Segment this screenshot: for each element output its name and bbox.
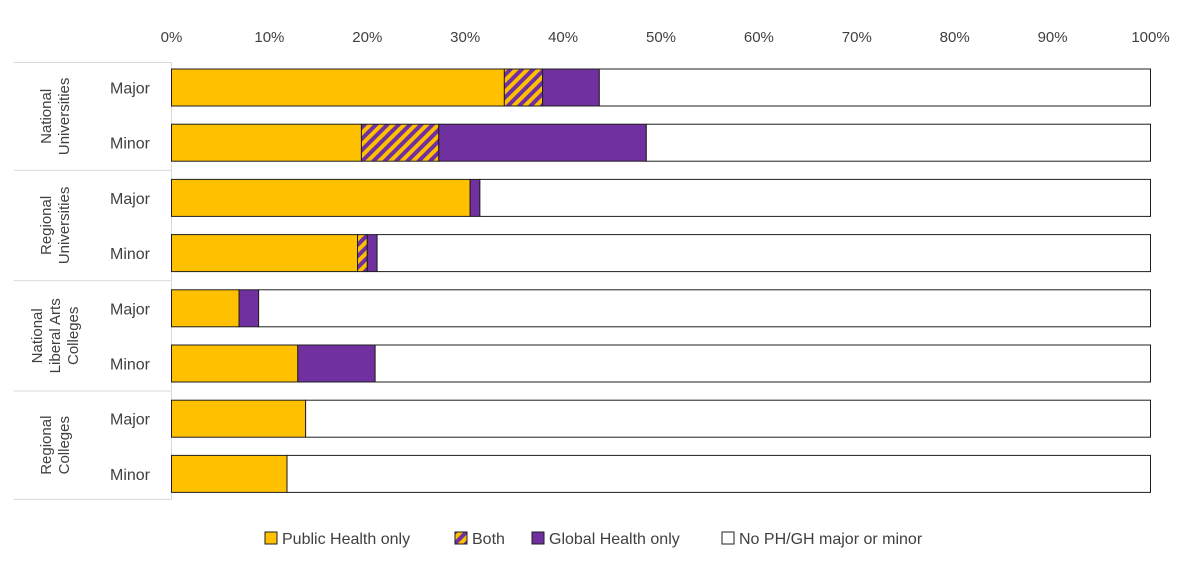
group-label-line: Colleges — [65, 307, 82, 365]
bar-segment — [305, 399, 1151, 438]
bar-segment — [357, 234, 368, 273]
x-tick-label: 10% — [254, 29, 284, 46]
legend-label: Both — [472, 531, 505, 548]
x-tick-label: 40% — [548, 29, 578, 46]
bar-segment — [171, 399, 307, 438]
category-label: Major — [110, 191, 151, 208]
x-tick-label: 0% — [161, 29, 183, 46]
bar-segment — [542, 68, 600, 107]
bar-segment — [469, 178, 481, 217]
group-label-line: National — [38, 89, 55, 144]
x-axis-ticks: 0% 10% 20% 30% 40% 50% 60% 70% 80% 90% 100% — [161, 29, 1170, 46]
bar-segment — [171, 454, 288, 493]
group-axis: NationalUniversitiesRegionalUniversities… — [14, 62, 172, 500]
legend-label: Public Health only — [282, 531, 410, 548]
category-label: Major — [110, 301, 151, 318]
bar-segment — [171, 289, 240, 328]
group-label-line: Regional — [38, 196, 55, 255]
bar-segment — [171, 68, 505, 107]
category-label: Minor — [110, 467, 151, 484]
legend: Public Health only Both Global Health only… — [264, 531, 923, 548]
x-tick-label: 80% — [940, 29, 970, 46]
bar-segment — [258, 289, 1152, 328]
group-label-line: Colleges — [56, 416, 73, 474]
bar-segment — [438, 123, 647, 162]
group-label-line: Universities — [56, 78, 73, 156]
bar-segment — [171, 344, 299, 383]
legend-swatch — [264, 531, 278, 545]
category-label: Major — [110, 81, 151, 98]
bar-segment — [171, 234, 359, 273]
group-label-line: Universities — [56, 187, 73, 265]
legend-swatch — [531, 531, 545, 545]
group-label-line: Regional — [38, 416, 55, 475]
category-label: Major — [110, 412, 151, 429]
bar-segment — [171, 178, 471, 217]
group-label-line: Liberal Arts — [47, 298, 64, 373]
group-label: NationalUniversities — [38, 78, 73, 156]
legend-swatch — [721, 531, 735, 545]
bars: Major Minor Major Minor Major Minor Major Minor — [110, 68, 1152, 493]
group-label-line: National — [29, 308, 46, 363]
bar-segment — [297, 344, 376, 383]
bar-segment — [598, 68, 1151, 107]
bar-segment — [645, 123, 1151, 162]
bar-segment — [360, 123, 440, 162]
x-tick-label: 70% — [842, 29, 872, 46]
bar-segment — [376, 234, 1151, 273]
x-tick-label: 100% — [1131, 29, 1169, 46]
bar-segment — [374, 344, 1151, 383]
x-tick-label: 60% — [744, 29, 774, 46]
bar-segment — [171, 123, 362, 162]
x-tick-label: 50% — [646, 29, 676, 46]
category-label: Minor — [110, 246, 151, 263]
category-label: Minor — [110, 136, 151, 153]
legend-label: No PH/GH major or minor — [739, 531, 923, 548]
bar-segment — [366, 234, 378, 273]
group-label: NationalLiberal ArtsColleges — [29, 298, 82, 373]
legend-label: Global Health only — [549, 531, 680, 548]
x-tick-label: 30% — [450, 29, 480, 46]
bar-segment — [238, 289, 260, 328]
bar-segment — [286, 454, 1152, 493]
x-tick-label: 20% — [352, 29, 382, 46]
legend-swatch — [454, 531, 468, 545]
bar-segment — [503, 68, 544, 107]
group-label: RegionalUniversities — [38, 187, 73, 265]
x-tick-label: 90% — [1038, 29, 1068, 46]
bar-segment — [479, 178, 1151, 217]
category-label: Minor — [110, 357, 151, 374]
group-label: RegionalColleges — [38, 416, 73, 475]
